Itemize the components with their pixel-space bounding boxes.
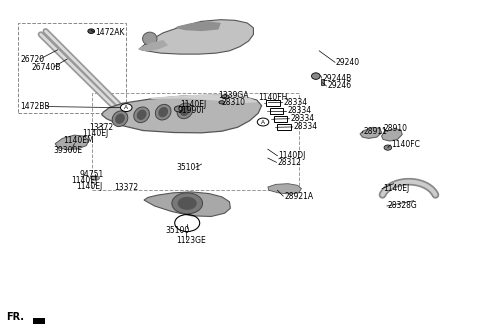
Bar — [92, 93, 299, 190]
Ellipse shape — [222, 95, 229, 99]
Circle shape — [172, 193, 203, 214]
Text: 28334: 28334 — [294, 122, 318, 132]
Text: 35101: 35101 — [177, 163, 201, 172]
Circle shape — [120, 104, 132, 112]
Text: 28334: 28334 — [290, 114, 314, 123]
Circle shape — [257, 118, 269, 126]
Text: 1140EJ: 1140EJ — [76, 182, 102, 191]
Text: 29240: 29240 — [336, 58, 360, 67]
Bar — [270, 108, 283, 114]
Ellipse shape — [158, 107, 168, 117]
Circle shape — [384, 145, 392, 150]
Ellipse shape — [177, 103, 192, 119]
Bar — [266, 100, 280, 106]
Ellipse shape — [219, 101, 225, 104]
Bar — [277, 124, 291, 130]
Ellipse shape — [180, 106, 190, 116]
Bar — [274, 116, 287, 122]
Polygon shape — [268, 184, 301, 194]
Text: A: A — [261, 119, 265, 125]
Polygon shape — [151, 95, 257, 102]
Text: 28910: 28910 — [384, 124, 408, 133]
Text: 1140DJ: 1140DJ — [278, 151, 306, 160]
Ellipse shape — [137, 110, 146, 120]
Text: 39300E: 39300E — [54, 146, 83, 155]
Bar — [321, 79, 324, 85]
Polygon shape — [175, 21, 221, 31]
Circle shape — [178, 197, 197, 210]
Text: 1140EJ: 1140EJ — [383, 184, 409, 193]
Text: 26720: 26720 — [20, 54, 44, 64]
Text: 1140FH: 1140FH — [258, 93, 288, 102]
Text: 28921A: 28921A — [284, 192, 313, 201]
Ellipse shape — [91, 176, 99, 180]
Ellipse shape — [112, 111, 128, 127]
Text: 91990I: 91990I — [178, 106, 204, 115]
Ellipse shape — [134, 107, 149, 123]
Polygon shape — [55, 135, 89, 150]
Text: 1140FC: 1140FC — [391, 140, 420, 150]
Text: 28312: 28312 — [277, 158, 301, 167]
Text: 1472BB: 1472BB — [20, 102, 49, 111]
Polygon shape — [382, 129, 402, 141]
Circle shape — [88, 29, 95, 33]
Ellipse shape — [115, 113, 125, 124]
Ellipse shape — [156, 104, 171, 120]
Circle shape — [174, 106, 183, 112]
Text: 28911: 28911 — [364, 127, 388, 136]
Text: 28334: 28334 — [287, 106, 311, 115]
Text: 35100: 35100 — [166, 226, 190, 235]
Text: 13372: 13372 — [89, 123, 113, 133]
Text: 29244B: 29244B — [323, 73, 352, 83]
Text: 13372: 13372 — [114, 183, 138, 192]
Polygon shape — [138, 40, 168, 51]
Text: 1123GE: 1123GE — [177, 236, 206, 245]
Text: A: A — [124, 105, 128, 110]
Text: 94751: 94751 — [79, 170, 104, 179]
Text: 29246: 29246 — [327, 81, 351, 91]
Bar — [18, 23, 126, 113]
Text: FR.: FR. — [6, 312, 24, 322]
Polygon shape — [144, 192, 230, 216]
Text: 28310: 28310 — [222, 98, 246, 107]
Ellipse shape — [143, 32, 157, 45]
Text: 1140EM: 1140EM — [63, 136, 94, 145]
Text: 28334: 28334 — [283, 98, 307, 107]
Ellipse shape — [312, 73, 320, 79]
Text: 1140EJ: 1140EJ — [71, 176, 97, 185]
Text: 1140EJ: 1140EJ — [180, 100, 206, 109]
Bar — [33, 318, 45, 324]
Text: 1339GA: 1339GA — [218, 91, 249, 100]
Polygon shape — [102, 95, 262, 133]
Text: 1472AK: 1472AK — [95, 28, 124, 37]
Text: 1140EJ: 1140EJ — [83, 129, 109, 138]
Text: 26740B: 26740B — [31, 63, 60, 72]
Polygon shape — [139, 20, 253, 54]
Polygon shape — [360, 127, 382, 138]
Text: 28328G: 28328G — [388, 201, 418, 211]
